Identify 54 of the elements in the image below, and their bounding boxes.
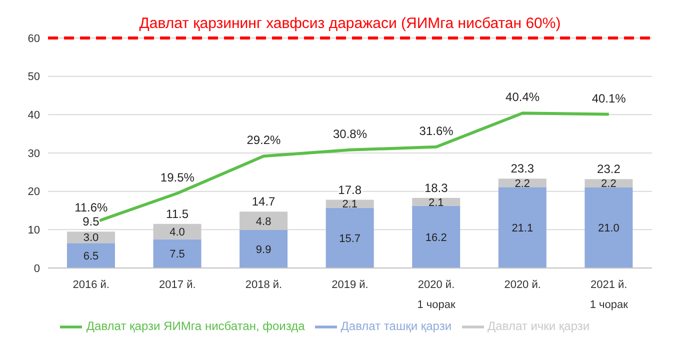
data-label: 4.8	[256, 216, 272, 228]
y-tick-label: 30	[28, 148, 40, 160]
x-tick-label: 2016 й.	[72, 279, 110, 291]
data-label: 2.1	[428, 196, 444, 209]
total-label: 18.3	[424, 180, 448, 195]
total-label: 17.8	[338, 182, 362, 197]
bar	[153, 224, 202, 240]
bar	[584, 188, 633, 268]
data-label: 19.5%	[160, 170, 195, 184]
data-label: 3.0	[83, 232, 99, 244]
data-label: 40.1%	[592, 91, 626, 106]
y-tick-label: 50	[28, 71, 40, 84]
total-label: 14.7	[252, 194, 276, 209]
data-label: 40.4%	[506, 90, 540, 104]
total-label: 11.5	[166, 206, 189, 221]
data-label: 9.9	[256, 244, 272, 256]
total-label: 23.3	[510, 162, 534, 176]
y-tick-label: 20	[28, 186, 40, 198]
bar	[66, 232, 115, 244]
bar	[153, 239, 202, 268]
data-label: 15.7	[339, 232, 361, 245]
data-label: 7.5	[170, 248, 185, 261]
ref-line-label: Давлат қарзининг хавфсиз даражаси (ЯИМга нисбатан 60%)	[139, 15, 561, 32]
data-label: 21.1	[512, 222, 534, 234]
y-tick-label: 10	[28, 224, 40, 237]
y-tick-label: 40	[28, 110, 40, 122]
bar	[66, 243, 115, 268]
x-tick-label: 2017 й.	[159, 279, 196, 291]
data-label: 2.1	[342, 198, 358, 211]
bar	[412, 206, 460, 268]
bar	[240, 212, 288, 230]
total-label: 23.2	[597, 162, 621, 176]
data-label: 31.6%	[419, 124, 454, 138]
y-tick-label: 0	[34, 262, 40, 275]
x-tick-label: 2021 й. 1 чорак	[590, 279, 628, 311]
x-tick-label: 2019 й.	[332, 279, 368, 291]
x-tick-label: 2020 й. 1 чорак	[417, 279, 456, 311]
y-tick-label: 60	[28, 32, 40, 45]
legend-label: Давлат ташқи қарзи	[340, 319, 452, 334]
bar	[326, 208, 374, 268]
bar	[498, 187, 546, 268]
legend-label: Давлат қарзи ЯИМга нисбатан, фоизда	[86, 319, 305, 334]
data-label: 6.5	[83, 250, 99, 262]
data-label: 2.2	[601, 178, 616, 190]
x-tick-label: 2018 й.	[245, 279, 282, 291]
data-label: 2.2	[514, 178, 530, 190]
x-tick-label: 2020 й.	[504, 279, 541, 291]
data-label: 11.6%	[74, 200, 108, 215]
data-label: 16.2	[425, 232, 447, 244]
bar	[240, 230, 288, 268]
data-label: 29.2%	[246, 133, 282, 148]
data-label: 4.0	[170, 226, 185, 238]
data-label: 21.0	[598, 222, 620, 235]
data-label: 30.8%	[332, 126, 368, 141]
